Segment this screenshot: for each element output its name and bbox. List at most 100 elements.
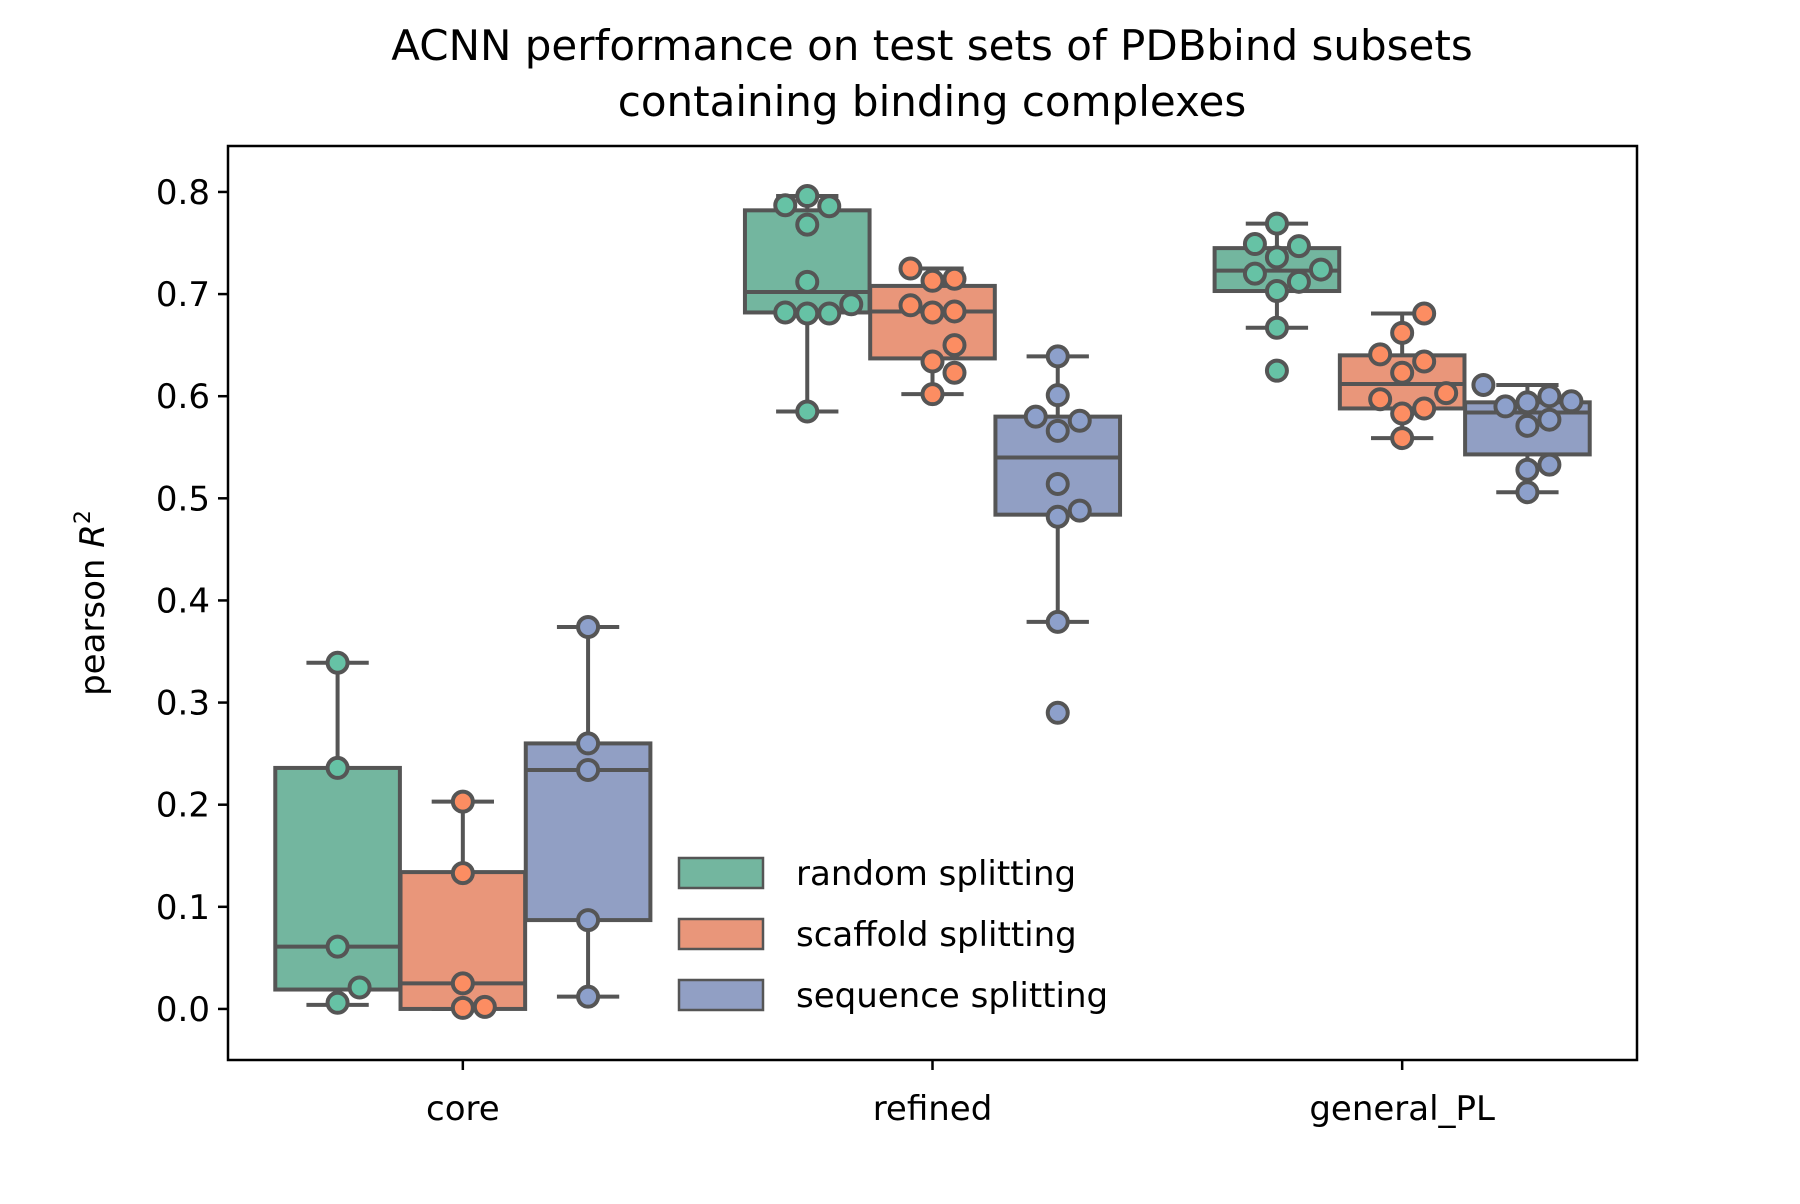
points-refined-2 [1023,344,1092,725]
y-tick-label: 0.4 [156,581,210,621]
points-general_PL-1 [1368,301,1459,451]
chart-subtitle: containing binding complexes [618,77,1247,126]
data-point [347,975,372,1000]
data-point [839,292,864,317]
data-point [1264,279,1289,304]
legend-swatch [677,978,765,1012]
data-point [1264,211,1289,236]
data-point [898,293,923,318]
data-point [817,301,842,326]
data-point [1286,234,1311,259]
data-point [325,934,350,959]
legend-swatch [677,856,765,890]
y-axis-label-text: pearson [73,548,113,696]
data-point [450,789,475,814]
data-point [1412,349,1437,374]
data-point [1559,389,1584,414]
y-tick-label: 0.3 [156,684,210,724]
data-point [773,193,798,218]
x-tick-label: refined [873,1089,993,1129]
y-tick-label: 0.0 [156,990,210,1030]
data-point [1264,245,1289,270]
data-point [920,300,945,325]
data-point [1045,609,1070,634]
data-point [1390,320,1415,345]
data-point [942,360,967,385]
points-general_PL-0 [1242,211,1333,383]
data-point [795,184,820,209]
data-point [1515,413,1540,438]
data-point [1471,372,1496,397]
y-tick-label: 0.6 [156,377,210,417]
points-refined-1 [898,256,967,407]
y-axis-label-symbol: R [73,524,113,548]
data-point [325,650,350,675]
data-point [1308,257,1333,282]
data-point [1390,401,1415,426]
y-axis-label-superscript: 2 [71,510,96,524]
data-point [795,399,820,424]
data-point [1023,404,1048,429]
data-point [450,861,475,886]
points-core-2 [576,614,601,1009]
data-point [817,194,842,219]
y-axis: 0.0 0.1 0.2 0.3 0.4 0.5 0.6 0.7 0.8 [156,173,228,1030]
chart-title: ACNN performance on test sets of PDBbind… [391,21,1472,70]
data-point [450,995,475,1020]
data-point [450,971,475,996]
data-point [1434,381,1459,406]
y-axis-label: pearson R2 [71,510,113,696]
data-point [1537,452,1562,477]
data-point [1067,498,1092,523]
y-tick-label: 0.2 [156,786,210,826]
data-point [576,757,601,782]
y-tick-label: 0.7 [156,275,210,315]
y-tick-label: 0.1 [156,888,210,928]
data-point [773,300,798,325]
data-point [1368,387,1393,412]
data-point [920,349,945,374]
data-point [898,256,923,281]
data-point [1045,418,1070,443]
data-point [325,755,350,780]
x-tick-label: core [426,1089,500,1129]
data-point [576,908,601,933]
data-point [795,269,820,294]
data-point [942,333,967,358]
data-point [1045,344,1070,369]
legend-label: scaffold splitting [796,915,1077,955]
points-core-0 [325,650,372,1015]
data-point [920,382,945,407]
points-general_PL-2 [1471,372,1584,505]
y-tick-label: 0.8 [156,173,210,213]
x-tick-label: general_PL [1309,1089,1495,1129]
data-point [1515,457,1540,482]
legend-swatch [677,917,765,951]
data-point [576,984,601,1009]
points-core-1 [450,789,497,1020]
data-point [1390,360,1415,385]
data-point [1515,480,1540,505]
data-point [1515,390,1540,415]
data-point [1537,407,1562,432]
data-point [1390,426,1415,451]
plot-area [273,184,1592,1020]
x-axis: core refined general_PL [426,1060,1495,1129]
data-point [1067,408,1092,433]
data-point [1412,301,1437,326]
data-point [942,299,967,324]
y-tick-label: 0.5 [156,479,210,519]
legend: random splitting scaffold splitting sequen… [677,854,1108,1016]
legend-label: sequence splitting [796,976,1108,1016]
data-point [1045,472,1070,497]
data-point [1264,358,1289,383]
data-point [1286,269,1311,294]
data-point [1242,261,1267,286]
legend-label: random splitting [796,854,1076,894]
data-point [472,994,497,1019]
data-point [942,266,967,291]
data-point [1368,342,1393,367]
